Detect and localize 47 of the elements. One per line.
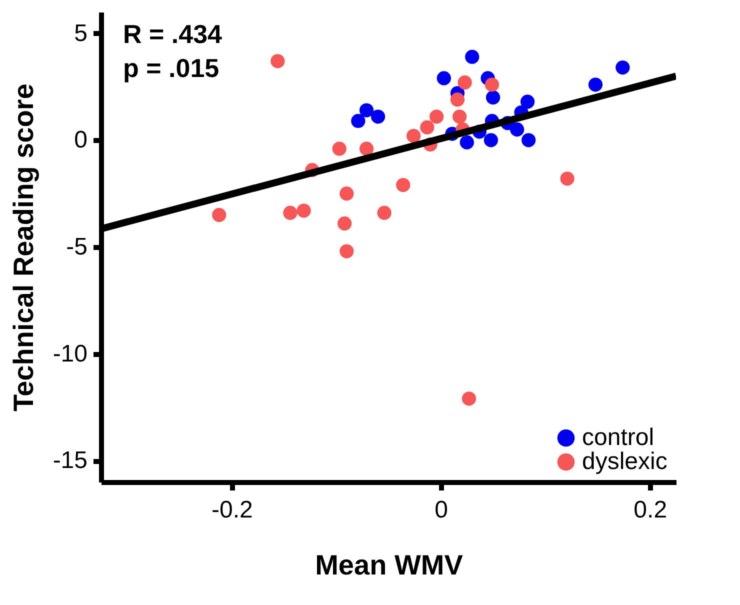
point — [616, 60, 630, 75]
point — [462, 392, 476, 406]
point — [396, 178, 410, 192]
x-axis-title: Mean WMV — [315, 550, 464, 580]
x-tick-label: 0 — [434, 496, 448, 524]
y-tick-label: -5 — [66, 234, 88, 260]
y-tick-label: 0 — [74, 126, 88, 154]
x-tick-label: 0.2 — [634, 496, 668, 524]
point — [359, 103, 374, 118]
annotation: R = .434 — [123, 19, 223, 49]
point — [340, 244, 354, 258]
point — [332, 142, 346, 156]
y-tick-label: -15 — [52, 447, 88, 474]
point — [359, 142, 374, 156]
point — [484, 133, 498, 148]
point — [283, 206, 298, 220]
point — [560, 172, 574, 186]
point — [465, 50, 480, 64]
point — [484, 78, 500, 92]
point — [377, 206, 392, 220]
point — [452, 110, 467, 124]
point — [212, 208, 226, 222]
point — [351, 114, 366, 128]
point — [370, 110, 386, 124]
y-tick-label: -10 — [52, 340, 88, 368]
annotation: p = .015 — [123, 53, 220, 83]
y-axis-title: Technical Reading score — [8, 84, 39, 412]
point — [588, 78, 603, 92]
point — [458, 75, 472, 90]
legend-label: dyslexic — [582, 448, 668, 475]
point — [430, 110, 444, 124]
y-tick-label: 5 — [74, 20, 88, 47]
point — [406, 128, 421, 143]
point — [338, 216, 352, 231]
point — [296, 204, 311, 218]
point — [270, 54, 285, 68]
point — [522, 133, 536, 148]
point — [520, 94, 535, 109]
point — [340, 186, 354, 201]
point — [510, 122, 524, 137]
legend-label: control — [582, 424, 654, 451]
point — [486, 90, 500, 105]
point — [420, 120, 434, 134]
point — [450, 92, 465, 107]
point — [436, 71, 451, 86]
point — [460, 135, 474, 150]
x-tick-label: -0.2 — [212, 496, 253, 524]
